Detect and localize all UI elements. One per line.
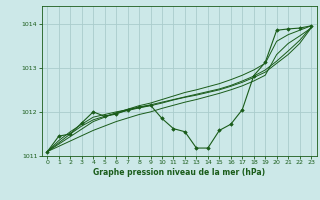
X-axis label: Graphe pression niveau de la mer (hPa): Graphe pression niveau de la mer (hPa): [93, 168, 265, 177]
